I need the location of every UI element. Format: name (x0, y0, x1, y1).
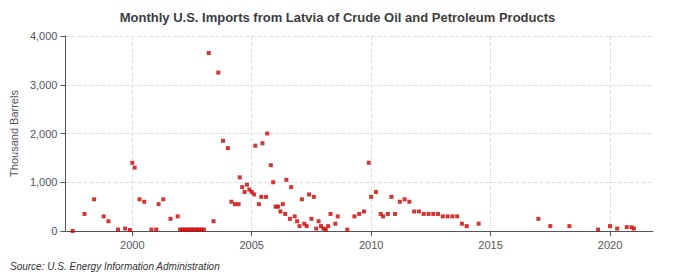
svg-text:Source: U.S. Energy Informatio: Source: U.S. Energy Information Administ… (10, 261, 220, 272)
svg-text:2005: 2005 (239, 239, 263, 251)
svg-text:4,000: 4,000 (30, 30, 58, 42)
svg-text:Monthly U.S. Imports from Latv: Monthly U.S. Imports from Latvia of Crud… (120, 10, 556, 25)
svg-text:2000: 2000 (120, 239, 144, 251)
svg-text:0: 0 (51, 225, 57, 237)
svg-text:1,000: 1,000 (30, 176, 58, 188)
svg-text:2010: 2010 (359, 239, 383, 251)
svg-text:Thousand Barrels: Thousand Barrels (8, 90, 20, 177)
svg-text:2015: 2015 (478, 239, 502, 251)
svg-text:2,000: 2,000 (30, 128, 58, 140)
svg-text:2020: 2020 (598, 239, 622, 251)
svg-text:3,000: 3,000 (30, 79, 58, 91)
